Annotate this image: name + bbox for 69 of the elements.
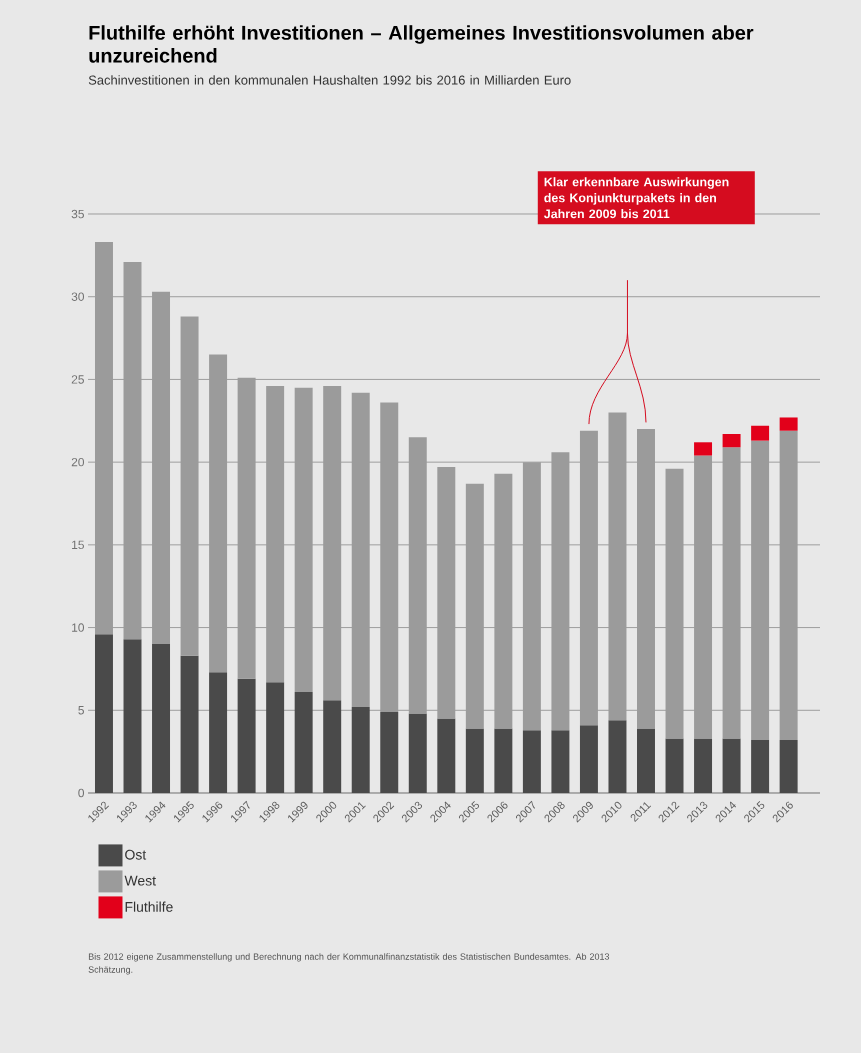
bar <box>94 634 113 793</box>
bar <box>237 377 256 679</box>
bar <box>123 639 142 793</box>
bar <box>722 434 741 448</box>
y-tick-label: 20 <box>71 457 85 467</box>
text: Bis 2012 eigene Zusammenstellung und Berechnung nach der Kommunalfinanzstatistik des Statistischen Bundesamtes. Ab 2013 Schätzung. <box>88 953 610 975</box>
bar <box>665 738 684 793</box>
bar <box>637 429 655 729</box>
bar <box>579 430 598 726</box>
y-tick-label: 35 <box>71 209 84 219</box>
bar <box>751 425 770 441</box>
bar <box>323 700 342 793</box>
bar <box>608 412 627 721</box>
y-tick-label: 10 <box>72 623 85 632</box>
legend-label: West <box>124 875 156 886</box>
bar <box>209 354 228 673</box>
bar <box>494 473 513 729</box>
bar <box>351 706 370 793</box>
bar <box>694 738 713 793</box>
bar <box>94 242 113 635</box>
bar <box>722 738 741 793</box>
bar <box>637 728 655 793</box>
annotation: Klar erkennbare Auswirkungen des Konjunkturpakets in den Jahren 2009 bis 2011 <box>543 177 729 219</box>
bar <box>408 713 427 793</box>
bar <box>551 730 570 793</box>
bar <box>152 291 171 645</box>
bar <box>608 720 627 793</box>
bar <box>123 261 142 640</box>
bar <box>751 440 770 741</box>
chart-subtitle: Sachinvestitionen in den kommunalen Haushalten 1992 bis 2016 in Milliarden Euro <box>88 75 571 85</box>
bar <box>180 316 199 656</box>
bar <box>408 437 427 714</box>
y-tick-label: 15 <box>72 540 84 550</box>
bar <box>579 725 598 793</box>
y-tick-label: 25 <box>71 375 84 384</box>
bar <box>437 467 456 719</box>
bar <box>237 678 256 793</box>
bar <box>437 718 456 793</box>
bar <box>494 728 513 793</box>
bar <box>152 644 171 793</box>
bar <box>694 455 713 739</box>
bar <box>266 682 285 793</box>
bar <box>294 692 313 793</box>
y-tick-label: 30 <box>71 292 85 301</box>
legend-label: Ost <box>125 849 147 860</box>
bar <box>722 447 741 739</box>
bar <box>522 462 541 731</box>
bar <box>694 442 713 456</box>
chart-title: Fluthilfe erhöht Investitionen – Allgemeines Investitionsvolumen aber unzureichend <box>89 25 754 63</box>
bar <box>522 730 541 793</box>
legend-label: Fluthilfe <box>125 901 173 912</box>
bar <box>465 483 484 729</box>
bar <box>779 740 798 793</box>
bar <box>351 392 370 707</box>
bar <box>323 386 342 701</box>
bar <box>180 655 199 793</box>
bar <box>266 386 285 683</box>
bar <box>551 452 570 731</box>
y-tick-label: 5 <box>78 706 84 715</box>
bar <box>465 728 484 793</box>
bar <box>294 387 313 693</box>
y-tick-label: 0 <box>78 788 85 798</box>
bar <box>665 468 684 739</box>
bar <box>209 672 228 793</box>
bar <box>380 711 399 793</box>
bar <box>380 402 399 712</box>
bar <box>779 417 798 431</box>
bar <box>779 430 798 741</box>
bar <box>751 740 770 793</box>
